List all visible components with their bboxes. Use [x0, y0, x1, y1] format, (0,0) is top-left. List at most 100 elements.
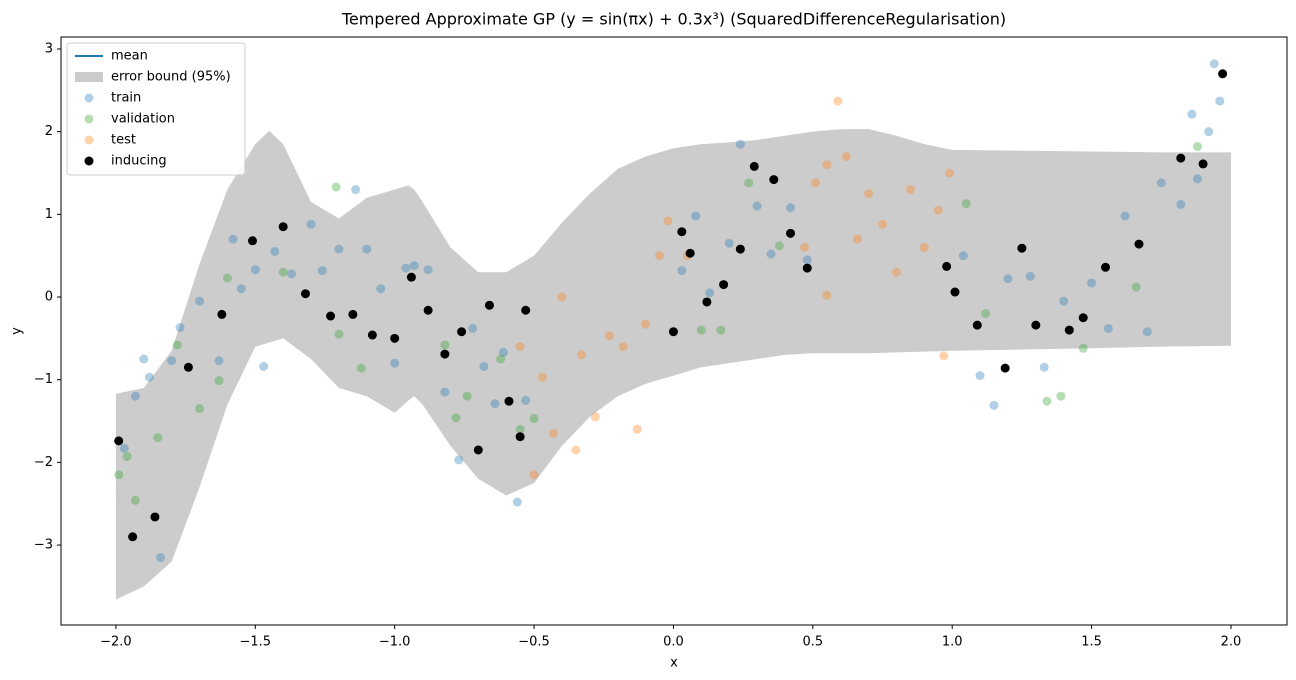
scatter-point — [175, 323, 185, 333]
x-axis-label: x — [670, 656, 678, 671]
y-tick-label: −3 — [34, 538, 53, 553]
scatter-point — [724, 238, 734, 248]
scatter-point — [696, 325, 706, 335]
x-tick-label: 0.5 — [802, 635, 823, 650]
scatter-point — [705, 288, 715, 298]
scatter-point — [774, 241, 784, 251]
scatter-point — [1176, 199, 1186, 209]
scatter-point — [822, 160, 832, 170]
scatter-point — [515, 432, 525, 442]
scatter-point — [376, 284, 386, 294]
scatter-point — [1103, 323, 1113, 333]
scatter-point — [356, 363, 366, 373]
scatter-point — [1193, 174, 1203, 184]
scatter-point — [172, 340, 182, 350]
scatter-point — [1187, 109, 1197, 119]
scatter-point — [719, 280, 729, 290]
scatter-point — [484, 300, 494, 310]
x-tick-label: 2.0 — [1221, 635, 1242, 650]
scatter-point — [512, 497, 522, 507]
y-tick-label: −1 — [34, 372, 53, 387]
scatter-point — [130, 391, 140, 401]
x-tick-label: 1.0 — [942, 635, 963, 650]
x-tick-label: 0.0 — [663, 635, 684, 650]
scatter-point — [122, 452, 132, 462]
scatter-point — [632, 424, 642, 434]
scatter-point — [618, 342, 628, 352]
scatter-point — [222, 273, 232, 283]
scatter-point — [1017, 243, 1027, 253]
scatter-point — [119, 443, 129, 453]
scatter-point — [576, 350, 586, 360]
scatter-point — [981, 309, 991, 319]
scatter-point — [183, 362, 193, 372]
scatter-point — [950, 287, 960, 297]
scatter-point — [114, 436, 124, 446]
scatter-point — [933, 205, 943, 215]
x-tick-label: 1.5 — [1081, 635, 1102, 650]
scatter-point — [214, 376, 224, 386]
scatter-point — [236, 284, 246, 294]
scatter-point — [278, 267, 288, 277]
scatter-point — [1059, 296, 1069, 306]
scatter-point — [590, 412, 600, 422]
scatter-point — [958, 251, 968, 261]
scatter-point — [217, 309, 227, 319]
scatter-point — [144, 372, 154, 382]
scatter-point — [1025, 271, 1035, 281]
legend-label: mean — [111, 49, 148, 64]
scatter-point — [451, 413, 461, 423]
scatter-point — [521, 395, 531, 405]
scatter-point — [362, 244, 372, 254]
scatter-point — [1131, 282, 1141, 292]
y-tick-label: 1 — [45, 207, 53, 222]
legend-symbol — [84, 156, 94, 166]
scatter-point — [348, 309, 358, 319]
y-tick-label: −2 — [34, 455, 53, 470]
scatter-point — [248, 236, 258, 246]
scatter-point — [878, 219, 888, 229]
scatter-point — [685, 248, 695, 258]
legend: mean error bound (95%) train validation test… — [66, 42, 246, 176]
scatter-point — [852, 234, 862, 244]
scatter-point — [571, 445, 581, 455]
scatter-point — [702, 297, 712, 307]
scatter-point — [409, 261, 419, 271]
scatter-point — [752, 201, 762, 211]
scatter-point — [300, 289, 310, 299]
scatter-point — [130, 495, 140, 505]
scatter-point — [1031, 320, 1041, 330]
scatter-point — [306, 219, 316, 229]
scatter-point — [114, 470, 124, 480]
scatter-point — [891, 267, 901, 277]
scatter-point — [331, 182, 341, 192]
scatter-point — [278, 222, 288, 232]
scatter-point — [195, 296, 205, 306]
scatter-point — [1134, 239, 1144, 249]
x-tick-label: −1.5 — [240, 635, 272, 650]
scatter-point — [677, 227, 687, 237]
scatter-point — [942, 261, 952, 271]
scatter-point — [655, 251, 665, 261]
scatter-point — [498, 347, 508, 357]
scatter-point — [440, 349, 450, 359]
scatter-point — [334, 329, 344, 339]
scatter-point — [668, 327, 678, 337]
scatter-point — [735, 244, 745, 254]
scatter-point — [440, 387, 450, 397]
scatter-point — [735, 139, 745, 149]
scatter-point — [153, 433, 163, 443]
scatter-point — [195, 404, 205, 414]
scatter-point — [864, 189, 874, 199]
scatter-point — [423, 305, 433, 315]
scatter-point — [228, 234, 238, 244]
scatter-point — [939, 351, 949, 361]
scatter-point — [479, 361, 489, 371]
scatter-point — [468, 323, 478, 333]
scatter-point — [406, 272, 416, 282]
scatter-point — [919, 242, 929, 252]
scatter-point — [786, 203, 796, 213]
scatter-point — [1078, 343, 1088, 353]
scatter-point — [1218, 69, 1228, 79]
